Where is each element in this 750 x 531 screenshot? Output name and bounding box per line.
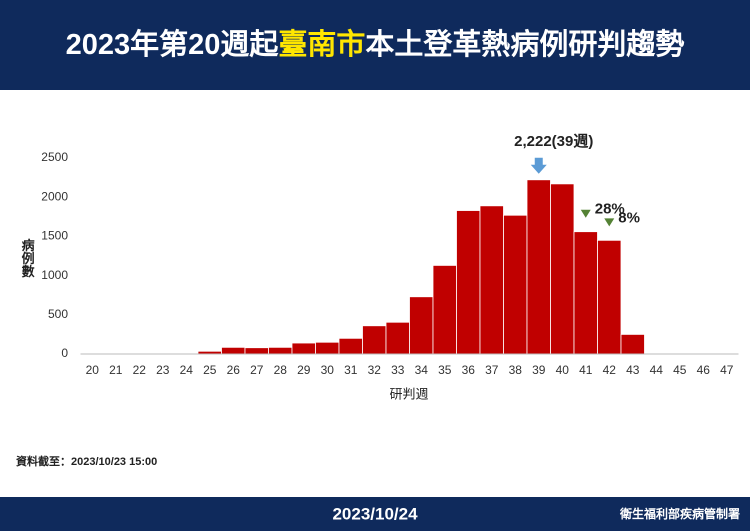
- x-tick-label: 36: [462, 363, 476, 377]
- bar: [456, 210, 481, 355]
- x-axis-label: 研判週: [389, 386, 428, 401]
- x-tick-label: 46: [697, 363, 711, 377]
- title-highlight: 臺南市: [278, 27, 365, 61]
- annotation-label: 8%: [618, 209, 640, 226]
- x-tick-label: 23: [156, 363, 170, 377]
- bar: [620, 333, 645, 355]
- bar: [268, 346, 293, 355]
- bar: [385, 321, 410, 355]
- footer-agency: 衛生福利部疾病管制署: [619, 506, 740, 521]
- title-part: 本土登革熱病例研判趨勢: [365, 27, 684, 61]
- bar: [315, 341, 340, 355]
- footer-date: 2023/10/24: [332, 504, 418, 523]
- x-tick-label: 44: [650, 363, 664, 377]
- footnote: 資料截至：2023/10/23 15:00: [16, 454, 157, 468]
- x-tick-label: 43: [626, 363, 640, 377]
- bar: [362, 325, 387, 355]
- annotation-marker: [604, 218, 615, 227]
- bar: [526, 179, 551, 355]
- x-tick-label: 31: [344, 363, 358, 377]
- x-tick-label: 37: [485, 363, 499, 377]
- x-tick-label: 24: [180, 363, 194, 377]
- bar: [244, 347, 269, 355]
- bar: [338, 337, 363, 355]
- bar: [550, 183, 575, 355]
- x-tick-label: 33: [391, 363, 405, 377]
- y-tick-label: 500: [48, 307, 68, 321]
- bar: [409, 296, 434, 355]
- annotation-marker: [580, 209, 591, 218]
- x-tick-label: 29: [297, 363, 311, 377]
- x-tick-label: 27: [250, 363, 264, 377]
- x-tick-label: 20: [86, 363, 100, 377]
- y-axis-label: 病例數: [20, 238, 35, 279]
- header-bar: [0, 0, 750, 90]
- x-tick-label: 39: [532, 363, 546, 377]
- y-tick-label: 2500: [41, 150, 68, 164]
- annotation-arrow: [530, 157, 547, 174]
- bar: [479, 205, 504, 355]
- x-tick-label: 30: [321, 363, 335, 377]
- y-tick-label: 0: [61, 346, 68, 360]
- annotation-label: 28%: [595, 201, 625, 218]
- x-tick-label: 25: [203, 363, 217, 377]
- x-tick-label: 35: [438, 363, 452, 377]
- y-tick-label: 2000: [41, 189, 68, 203]
- x-tick-label: 38: [509, 363, 523, 377]
- x-tick-label: 21: [109, 363, 123, 377]
- bar: [573, 231, 598, 355]
- bar: [221, 346, 246, 355]
- x-tick-label: 26: [227, 363, 241, 377]
- title-part: 2023年第20週起: [66, 27, 280, 61]
- x-tick-label: 22: [133, 363, 147, 377]
- x-tick-label: 45: [673, 363, 687, 377]
- annotation-label: 2,222(39週): [514, 133, 593, 150]
- x-tick-label: 32: [368, 363, 382, 377]
- title: 2023年第20週起臺南市本土登革熱病例研判趨勢: [66, 27, 685, 61]
- y-tick-label: 1000: [41, 268, 68, 282]
- x-tick-label: 47: [720, 363, 734, 377]
- x-tick-label: 28: [274, 363, 288, 377]
- footer-bar: [0, 497, 750, 531]
- bar: [503, 214, 528, 355]
- x-tick-label: 40: [556, 363, 570, 377]
- x-tick-label: 42: [603, 363, 617, 377]
- x-tick-label: 34: [415, 363, 429, 377]
- bar: [291, 342, 316, 355]
- bar: [597, 239, 622, 355]
- bar: [432, 265, 457, 355]
- x-tick-label: 41: [579, 363, 593, 377]
- y-tick-label: 1500: [41, 229, 68, 243]
